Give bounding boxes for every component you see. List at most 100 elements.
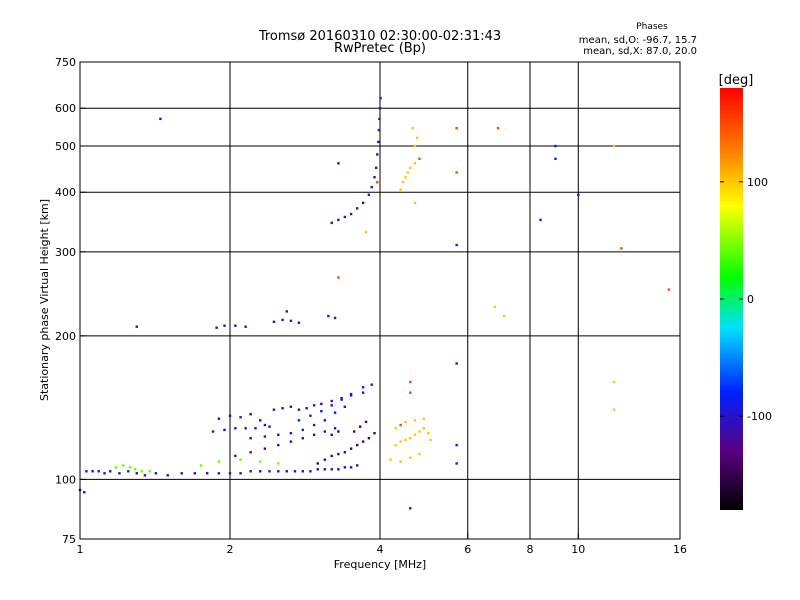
y-axis: 75 100 200 300 400 500 600 750 (55, 56, 86, 546)
data-point (413, 144, 417, 148)
y-tick-label: 300 (55, 246, 76, 259)
data-point (159, 117, 162, 121)
data-point (140, 470, 143, 473)
x-tick-label: 2 (227, 543, 234, 556)
data-point (378, 117, 381, 121)
data-point (268, 425, 271, 428)
data-point (228, 472, 232, 475)
data-point (349, 394, 353, 397)
data-point (228, 414, 232, 417)
data-point (406, 171, 410, 174)
data-point (539, 218, 542, 222)
y-tick-label: 75 (62, 533, 76, 546)
data-point (281, 407, 284, 410)
y-tick-label: 750 (55, 56, 76, 69)
data-point (330, 468, 333, 471)
data-point (373, 176, 376, 179)
data-point (333, 427, 337, 430)
data-point (249, 412, 252, 416)
data-point (285, 470, 288, 473)
data-point (259, 460, 262, 463)
x-tick-label: 6 (464, 543, 471, 556)
data-point (409, 391, 412, 394)
data-point (367, 437, 371, 440)
data-point (394, 443, 397, 447)
data-point (343, 215, 347, 219)
data-point (337, 218, 340, 222)
data-point (413, 433, 417, 437)
data-point (337, 430, 340, 433)
data-point (223, 428, 226, 432)
stats-line-x: mean, sd,X: 87.0, 20.0 (583, 46, 697, 57)
data-point (289, 405, 293, 408)
data-point (612, 144, 616, 148)
data-point (327, 314, 330, 318)
data-point (277, 470, 280, 473)
data-point (309, 470, 312, 473)
stats-heading: Phases (636, 22, 668, 32)
x-tick-label: 4 (377, 543, 384, 556)
stats-line-o: mean, sd,O: -96.7, 15.7 (579, 35, 697, 46)
data-point (667, 288, 671, 291)
data-point (378, 107, 382, 110)
data-point (312, 423, 316, 427)
data-point (376, 180, 379, 184)
data-point (422, 417, 426, 420)
data-point (361, 201, 365, 205)
data-point (285, 310, 288, 313)
data-point (91, 470, 94, 473)
data-point (612, 408, 616, 411)
data-point (361, 386, 365, 389)
colorbar-tick-label: 100 (747, 176, 768, 189)
data-point (301, 470, 305, 473)
data-point (135, 472, 138, 475)
data-point (118, 472, 121, 475)
data-point (249, 437, 252, 440)
chart-subtitle: RwPretec (Bp) (334, 41, 426, 56)
data-point (127, 470, 130, 473)
data-point (367, 193, 371, 197)
data-point (361, 440, 365, 443)
data-point (205, 472, 209, 475)
data-point (455, 171, 458, 174)
data-point (355, 443, 359, 447)
x-axis-label: Frequency [MHz] (334, 558, 426, 571)
data-point (244, 427, 247, 430)
y-axis-label: Stationary phase Virtual Height [km] (38, 199, 51, 401)
data-point (330, 404, 333, 407)
data-point (340, 396, 343, 400)
data-point (333, 316, 337, 320)
data-point (277, 433, 280, 437)
data-point (399, 460, 402, 463)
colorbar-label: [deg] (719, 73, 754, 88)
data-point (309, 414, 312, 417)
data-point (323, 468, 327, 471)
data-point (103, 472, 106, 475)
data-point (281, 318, 284, 322)
x-tick-label: 16 (673, 543, 687, 556)
data-point (352, 430, 356, 433)
x-tick-label: 1 (77, 543, 84, 556)
data-point (166, 474, 169, 477)
data-point (254, 427, 257, 430)
data-point (409, 456, 412, 459)
data-point (143, 474, 147, 477)
data-point (249, 470, 252, 473)
colorbar-tick-label: -100 (747, 410, 772, 423)
data-point (83, 491, 86, 494)
data-point (312, 404, 316, 407)
data-point (330, 454, 333, 458)
data-point (320, 402, 323, 406)
x-tick-label: 8 (527, 543, 534, 556)
data-point (404, 176, 407, 179)
data-point (337, 468, 340, 471)
data-point (349, 212, 353, 216)
data-point (133, 468, 137, 471)
y-tick-label: 600 (55, 102, 76, 115)
data-point (455, 462, 458, 465)
data-point (502, 314, 506, 318)
data-point (211, 430, 215, 433)
data-point (268, 470, 271, 473)
data-point (97, 470, 100, 473)
data-point (404, 438, 407, 442)
